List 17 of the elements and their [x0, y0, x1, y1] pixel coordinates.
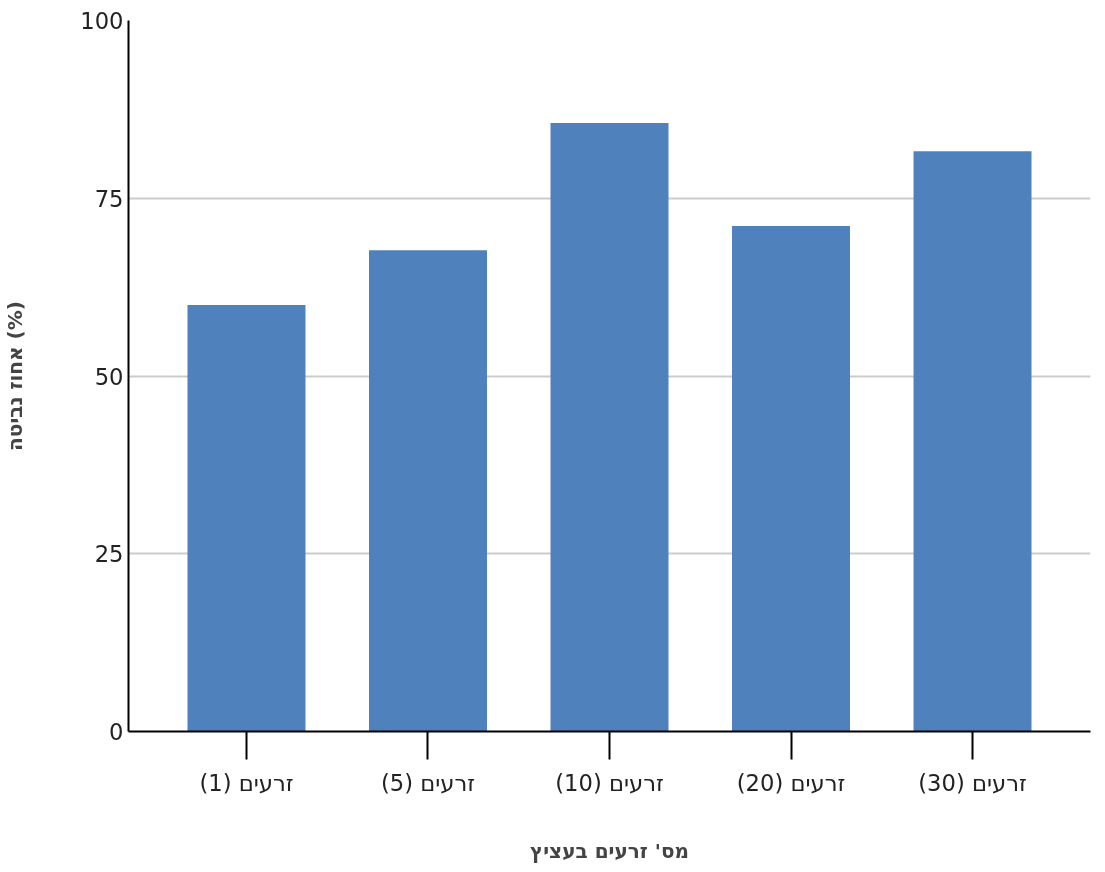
- x-tick-label: זרעים (10): [555, 769, 664, 796]
- y-tick-label: 0: [109, 719, 124, 745]
- x-axis-title: מס' זרעים בעציץ: [530, 838, 689, 863]
- y-tick-label: 100: [80, 8, 124, 34]
- y-tick-label: 75: [94, 185, 124, 212]
- x-tick-label: זרעים (30): [918, 769, 1027, 796]
- y-axis-title: אחוז נביטה (%): [3, 301, 28, 451]
- bar: [732, 225, 850, 732]
- y-tick-label: 50: [94, 363, 124, 390]
- bar: [369, 250, 487, 732]
- x-tick-label: זרעים (20): [736, 769, 846, 796]
- x-tick-label: זרעים (5): [380, 769, 476, 796]
- bar: [913, 151, 1032, 732]
- x-tick-label: זרעים (1): [199, 769, 294, 796]
- bar: [187, 304, 306, 732]
- y-tick-label: 25: [94, 541, 124, 568]
- bar: [550, 122, 669, 732]
